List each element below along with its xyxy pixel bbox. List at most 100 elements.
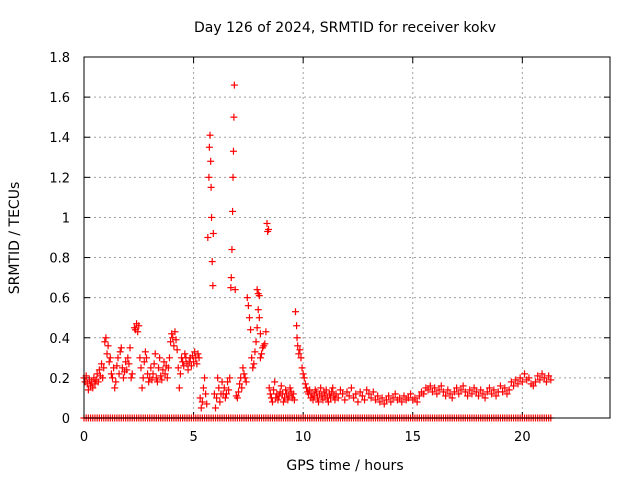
data-point <box>213 394 221 402</box>
data-point <box>152 374 160 382</box>
data-point <box>293 334 301 342</box>
data-point <box>270 386 278 394</box>
data-point <box>262 328 270 336</box>
data-point <box>461 388 469 396</box>
data-point <box>230 113 238 121</box>
data-point <box>176 370 184 378</box>
data-point <box>140 358 148 366</box>
data-point <box>475 392 482 400</box>
data-point <box>291 308 299 316</box>
data-point <box>322 386 330 394</box>
data-point <box>117 344 125 352</box>
data-point <box>235 388 243 396</box>
data-point <box>505 386 513 394</box>
data-point <box>229 207 237 215</box>
data-point <box>123 366 131 374</box>
data-points <box>80 81 555 422</box>
data-point <box>221 394 229 402</box>
data-point <box>171 328 179 336</box>
data-point <box>248 354 256 362</box>
data-point <box>297 354 305 362</box>
data-point <box>536 376 544 384</box>
data-point <box>136 354 144 362</box>
data-point <box>415 392 423 400</box>
data-point <box>156 354 164 362</box>
data-point <box>167 338 175 346</box>
data-point <box>101 338 109 346</box>
data-point <box>256 354 264 362</box>
data-point <box>108 374 116 382</box>
data-point <box>411 394 419 402</box>
data-point <box>324 398 332 406</box>
data-point <box>252 338 260 346</box>
data-point <box>503 390 511 398</box>
data-point <box>173 346 181 354</box>
data-point <box>521 370 529 378</box>
data-point <box>466 386 474 394</box>
data-point <box>107 370 115 378</box>
data-point <box>363 386 371 394</box>
data-point <box>251 348 259 356</box>
data-point <box>350 394 358 402</box>
x-tick-label: 15 <box>404 430 421 445</box>
data-point <box>141 348 149 356</box>
x-tick-label: 5 <box>189 430 197 445</box>
data-point <box>261 340 269 348</box>
data-point <box>413 398 421 406</box>
data-point <box>531 378 539 386</box>
data-point <box>127 374 135 382</box>
data-point <box>255 314 263 322</box>
data-point <box>301 380 309 388</box>
data-point <box>396 394 404 402</box>
data-point <box>529 382 537 390</box>
data-point <box>271 378 279 386</box>
data-point <box>194 350 202 358</box>
data-point <box>339 390 347 398</box>
data-point <box>94 378 102 386</box>
data-point <box>457 386 465 394</box>
data-point <box>116 348 124 356</box>
data-point <box>380 400 388 408</box>
data-point <box>128 370 136 378</box>
data-point <box>477 386 485 394</box>
data-point <box>241 374 249 382</box>
data-point <box>202 390 210 398</box>
data-point <box>240 370 248 378</box>
x-tick-label: 10 <box>295 430 312 445</box>
data-point <box>227 274 235 282</box>
data-point <box>229 147 237 155</box>
data-point <box>538 370 546 378</box>
data-point <box>227 284 235 292</box>
data-point <box>244 302 252 310</box>
data-point <box>148 376 156 384</box>
data-point <box>518 378 526 386</box>
data-point <box>163 374 171 382</box>
data-point <box>112 378 120 386</box>
data-point <box>341 396 349 404</box>
data-point <box>472 388 480 396</box>
data-point <box>119 374 127 382</box>
data-point <box>496 382 504 390</box>
data-point <box>135 322 143 330</box>
data-point <box>253 286 261 294</box>
data-point <box>309 396 317 404</box>
data-point <box>448 394 456 402</box>
y-tick-label: 0.4 <box>49 332 70 347</box>
data-point <box>385 392 393 400</box>
data-point <box>247 326 255 334</box>
data-point <box>125 360 133 368</box>
data-point <box>490 386 498 394</box>
data-point <box>542 378 550 386</box>
data-point <box>442 392 450 400</box>
data-point <box>266 390 274 398</box>
data-point <box>199 384 207 392</box>
data-point <box>100 364 108 372</box>
data-point <box>142 354 150 362</box>
y-tick-label: 1 <box>62 211 70 226</box>
data-point <box>507 378 515 386</box>
data-point <box>313 394 321 402</box>
data-point <box>103 350 111 358</box>
data-point <box>534 372 542 380</box>
data-point <box>104 342 112 350</box>
